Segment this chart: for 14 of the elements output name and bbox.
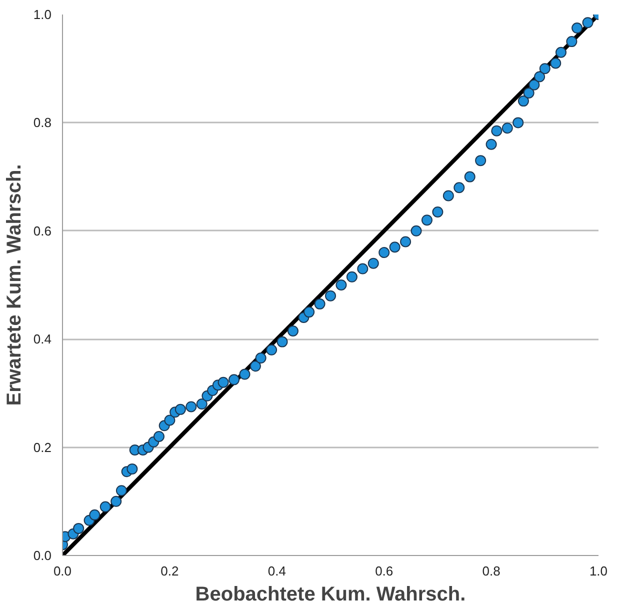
x-tick-label: 0.6 [375,564,394,578]
y-tick-label: 1.0 [33,7,52,22]
x-tick-label: 0.8 [482,564,500,578]
x-tick-label: 0.0 [53,564,72,578]
x-tick-label: 0.4 [268,564,286,578]
y-tick-label: 0.6 [33,223,52,238]
x-axis-title: Beobachtete Kum. Wahrsch. [195,584,466,606]
y-tick-label: 0.2 [33,440,52,455]
y-axis-title: Erwartete Kum. Wahrsch. [3,164,26,406]
y-tick-label: 0.8 [33,115,52,130]
x-tick-label: 0.2 [160,564,179,578]
y-tick-label: 0.0 [33,548,52,563]
y-tick-label: 0.4 [33,332,52,347]
x-tick-label: 1.0 [589,564,608,578]
